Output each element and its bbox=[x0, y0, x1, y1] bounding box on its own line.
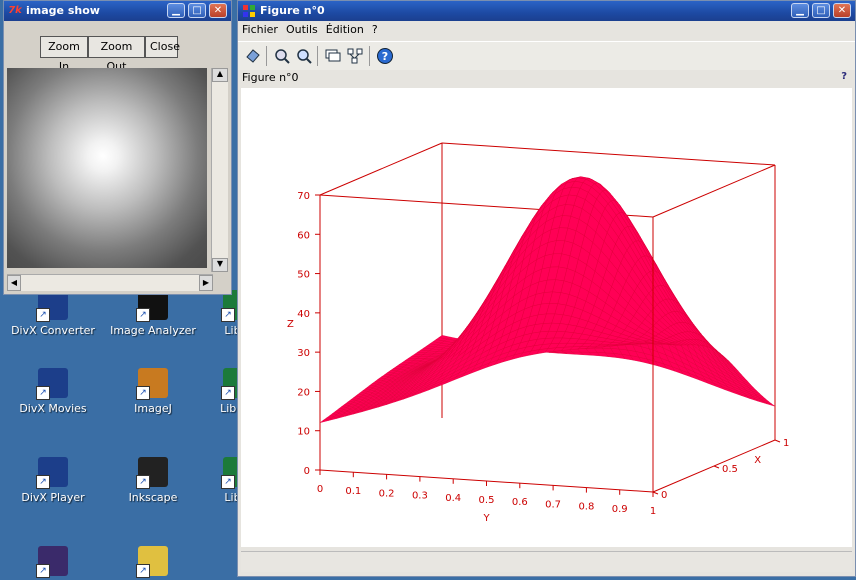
scroll-right-icon[interactable]: ▶ bbox=[199, 275, 213, 291]
shortcut-arrow-icon: ↗ bbox=[221, 308, 235, 322]
z-tick-label: 50 bbox=[297, 270, 310, 281]
desktop-icon[interactable]: ↗ DivX Converter bbox=[3, 290, 103, 337]
desktop-icon[interactable]: ↗ DivX Movies bbox=[3, 368, 103, 415]
maximize-icon[interactable]: □ bbox=[188, 3, 206, 18]
z-tick-label: 70 bbox=[297, 191, 310, 202]
magnifier-icon: ↗ bbox=[138, 546, 168, 576]
z-tick-label: 10 bbox=[297, 427, 310, 438]
box-edge bbox=[653, 165, 775, 217]
close-icon[interactable]: ✕ bbox=[833, 3, 851, 18]
shortcut-arrow-icon: ↗ bbox=[36, 564, 50, 578]
zoom-icon[interactable] bbox=[273, 47, 291, 65]
shortcut-arrow-icon: ↗ bbox=[36, 386, 50, 400]
box-edge bbox=[320, 143, 442, 195]
box-edge bbox=[442, 143, 775, 165]
desktop-icon-label: DivX Movies bbox=[3, 402, 103, 415]
horizontal-scrollbar[interactable]: ◀ ▶ bbox=[7, 274, 213, 291]
help-button[interactable]: ? bbox=[841, 71, 847, 82]
x-tick-label: 1 bbox=[783, 438, 789, 449]
desktop-icon[interactable]: ↗ bbox=[3, 546, 103, 580]
minimize-icon[interactable]: ▁ bbox=[167, 3, 185, 18]
svg-text:?: ? bbox=[382, 50, 388, 63]
x-tick-label: 0 bbox=[661, 490, 667, 501]
datatip-icon[interactable] bbox=[324, 47, 342, 65]
tk-icon: 7k bbox=[8, 4, 22, 18]
y-tick-label: 0.4 bbox=[445, 493, 461, 504]
shortcut-arrow-icon: ↗ bbox=[136, 475, 150, 489]
y-tick-label: 0.8 bbox=[578, 502, 594, 513]
figure-titlebar[interactable]: Figure n°0 ▁□✕ bbox=[238, 1, 855, 21]
z-tick-label: 20 bbox=[297, 387, 310, 398]
z-tick-label: 40 bbox=[297, 309, 310, 320]
y-tick-label: 0 bbox=[317, 484, 323, 495]
y-axis-label: Y bbox=[482, 513, 490, 524]
figure-label: Figure n°0 bbox=[242, 71, 299, 84]
toolbar: ? bbox=[238, 41, 855, 70]
scilab-icon bbox=[242, 4, 256, 18]
scroll-left-icon[interactable]: ◀ bbox=[7, 275, 21, 291]
image-canvas[interactable] bbox=[7, 68, 207, 268]
y-tick-label: 0.5 bbox=[479, 495, 495, 506]
z-axis-label: Z bbox=[287, 319, 294, 330]
inkscape-icon: ↗ bbox=[138, 457, 168, 487]
menu-item[interactable]: Outils bbox=[282, 21, 322, 36]
shortcut-arrow-icon: ↗ bbox=[136, 308, 150, 322]
shortcut-arrow-icon: ↗ bbox=[221, 475, 235, 489]
y-tick-label: 1 bbox=[650, 506, 656, 517]
editor-icon[interactable] bbox=[346, 47, 364, 65]
desktop-icon[interactable]: ↗ DivX Player bbox=[3, 457, 103, 504]
shortcut-arrow-icon: ↗ bbox=[36, 475, 50, 489]
shortcut-arrow-icon: ↗ bbox=[136, 386, 150, 400]
y-tick-label: 0.7 bbox=[545, 499, 561, 510]
status-bar bbox=[241, 551, 852, 572]
maximize-icon[interactable]: □ bbox=[812, 3, 830, 18]
eclipse-icon: ↗ bbox=[38, 546, 68, 576]
image-show-window: 7k image show ▁□✕ Zoom In Zoom Out Close… bbox=[3, 0, 232, 295]
rotate-icon[interactable] bbox=[244, 47, 262, 65]
y-tick-label: 0.1 bbox=[345, 486, 361, 497]
shortcut-arrow-icon: ↗ bbox=[36, 308, 50, 322]
desktop-icon[interactable]: ↗ bbox=[103, 546, 203, 580]
z-tick-label: 0 bbox=[304, 466, 310, 477]
zoom-out-button[interactable]: Zoom Out bbox=[88, 36, 145, 58]
minimize-icon[interactable]: ▁ bbox=[791, 3, 809, 18]
y-tick-label: 0.6 bbox=[512, 497, 528, 508]
menu-item[interactable]: Édition bbox=[322, 21, 368, 36]
x-tick-label: 0.5 bbox=[722, 464, 738, 475]
x-tick bbox=[714, 466, 719, 468]
z-tick-label: 30 bbox=[297, 348, 310, 359]
divx-movies-icon: ↗ bbox=[38, 368, 68, 398]
menu-item[interactable]: Fichier bbox=[238, 21, 282, 36]
desktop-icon-label: DivX Player bbox=[3, 491, 103, 504]
x-tick bbox=[653, 492, 658, 494]
close-icon[interactable]: ✕ bbox=[209, 3, 227, 18]
zoom-reset-icon[interactable] bbox=[295, 47, 313, 65]
window-title: Figure n°0 bbox=[260, 4, 325, 17]
scroll-up-icon[interactable]: ▲ bbox=[212, 68, 228, 82]
shortcut-arrow-icon: ↗ bbox=[221, 386, 235, 400]
divx-player-icon: ↗ bbox=[38, 457, 68, 487]
image-show-titlebar[interactable]: 7k image show ▁□✕ bbox=[4, 1, 231, 21]
menu-item[interactable]: ? bbox=[368, 21, 382, 36]
y-tick-label: 0.9 bbox=[612, 504, 628, 515]
z-tick-label: 60 bbox=[297, 230, 310, 241]
zoom-in-button[interactable]: Zoom In bbox=[40, 36, 88, 58]
shortcut-arrow-icon: ↗ bbox=[136, 564, 150, 578]
desktop-icon-label: DivX Converter bbox=[3, 324, 103, 337]
y-tick-label: 0.3 bbox=[412, 491, 428, 502]
close-button[interactable]: Close bbox=[145, 36, 178, 58]
y-tick-label: 0.2 bbox=[379, 488, 395, 499]
vertical-scrollbar[interactable]: ▲ ▼ bbox=[211, 68, 228, 272]
help-icon[interactable]: ? bbox=[376, 47, 394, 65]
window-title: image show bbox=[26, 4, 100, 17]
x-axis-label: X bbox=[754, 455, 761, 466]
scroll-down-icon[interactable]: ▼ bbox=[212, 258, 228, 272]
x-tick bbox=[775, 440, 780, 442]
imagej-icon: ↗ bbox=[138, 368, 168, 398]
